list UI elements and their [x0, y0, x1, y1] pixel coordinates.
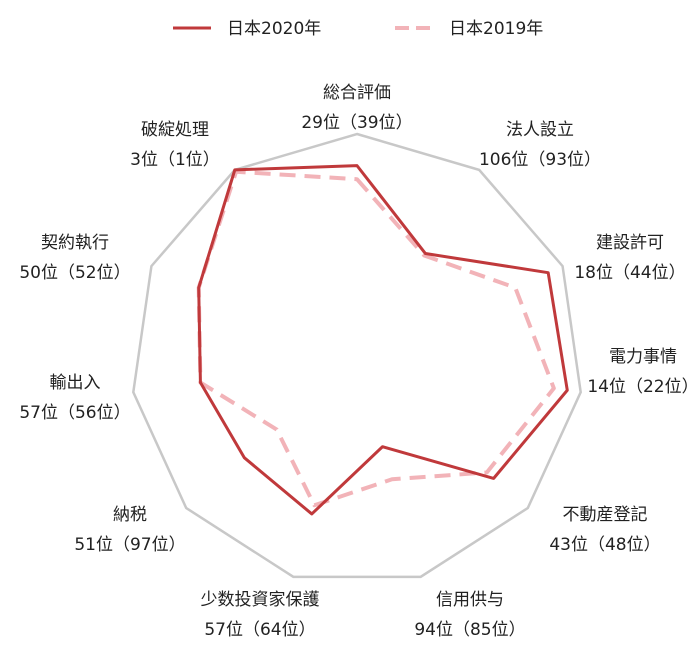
rank-label: 94位（85位）	[414, 620, 525, 640]
rank-label: 57位（64位）	[204, 620, 315, 640]
rank-label: 29位（39位）	[301, 113, 412, 133]
axis-label: 契約執行	[41, 233, 109, 253]
axis-label: 信用供与	[436, 590, 504, 610]
axis-label: 不動産登記	[563, 505, 648, 525]
axis-label: 総合評価	[323, 83, 391, 103]
rank-label: 18位（44位）	[574, 263, 685, 283]
axis-label: 電力事情	[609, 347, 677, 367]
legend-label: 日本2019年	[449, 19, 543, 39]
rank-label: 14位（22位）	[587, 377, 698, 397]
axis-label: 破綻処理	[141, 120, 209, 140]
series-line	[197, 164, 569, 516]
rank-label: 51位（97位）	[74, 535, 185, 555]
rank-label: 57位（56位）	[19, 403, 130, 423]
axis-label: 少数投資家保護	[201, 590, 320, 610]
axis-label: 法人設立	[506, 120, 574, 140]
rank-label: 3位（1位）	[130, 150, 220, 170]
radar-frame	[132, 132, 582, 579]
rank-label: 50位（52位）	[19, 263, 130, 283]
axis-label: 建設許可	[596, 233, 664, 253]
axis-label: 納税	[113, 505, 147, 525]
rank-label: 43位（48位）	[549, 535, 660, 555]
series-line	[196, 169, 556, 508]
rank-label: 106位（93位）	[479, 150, 601, 170]
legend-label: 日本2020年	[227, 19, 321, 39]
axis-label: 輸出入	[50, 373, 101, 393]
